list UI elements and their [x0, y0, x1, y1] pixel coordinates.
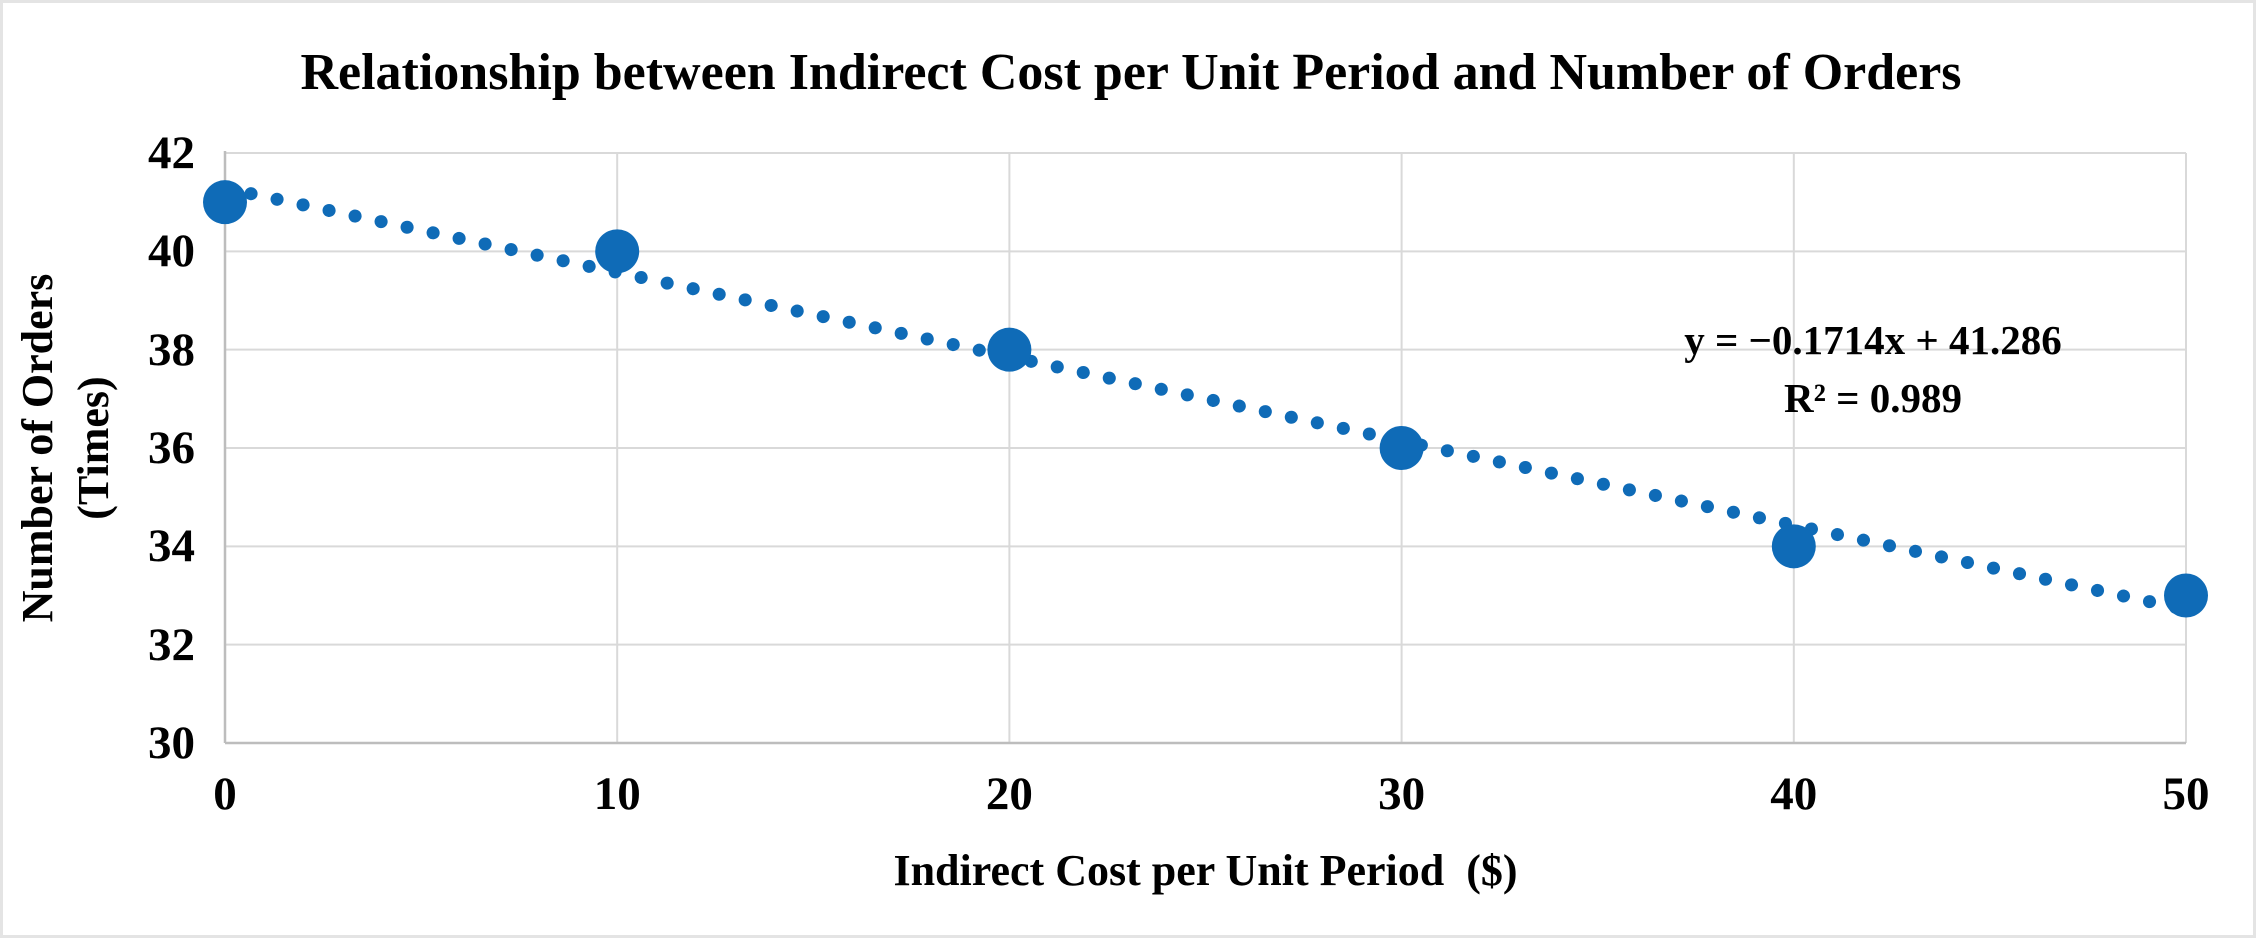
y-tick-label: 32 — [148, 618, 195, 671]
r-squared-label: R² = 0.989 — [1783, 375, 1962, 421]
data-point — [595, 229, 640, 274]
data-point — [987, 327, 1032, 372]
x-axis-title: Indirect Cost per Unit Period ($) — [893, 846, 1518, 895]
y-tick-label: 34 — [148, 520, 195, 573]
y-tick-label: 40 — [148, 225, 195, 278]
data-point — [1379, 426, 1424, 470]
y-tick-label: 42 — [148, 127, 195, 179]
x-tick-label: 0 — [213, 768, 237, 820]
trendline-annotation: y = −0.1714x + 41.286 R² = 0.989 — [1658, 311, 2088, 427]
y-tick-label: 38 — [148, 323, 195, 376]
data-point — [203, 180, 247, 225]
data-point — [2164, 573, 2208, 618]
trendline — [218, 181, 2193, 616]
x-tick-label: 50 — [2162, 768, 2210, 820]
y-axis-title: Number of Orders (Times) — [13, 273, 118, 623]
y-tick-label: 36 — [148, 422, 195, 474]
x-tick-label: 30 — [1378, 768, 1426, 820]
x-tick-label: 10 — [593, 768, 641, 820]
plot-area — [203, 151, 2208, 745]
trendline-equation-label: y = −0.1714x + 41.286 — [1684, 317, 2062, 363]
y-tick-label: 30 — [148, 717, 195, 769]
x-tick-label: 40 — [1770, 768, 1818, 820]
chart-title: Relationship between Indirect Cost per U… — [300, 44, 1962, 101]
data-point — [1771, 524, 1816, 569]
x-tick-label: 20 — [985, 768, 1033, 820]
